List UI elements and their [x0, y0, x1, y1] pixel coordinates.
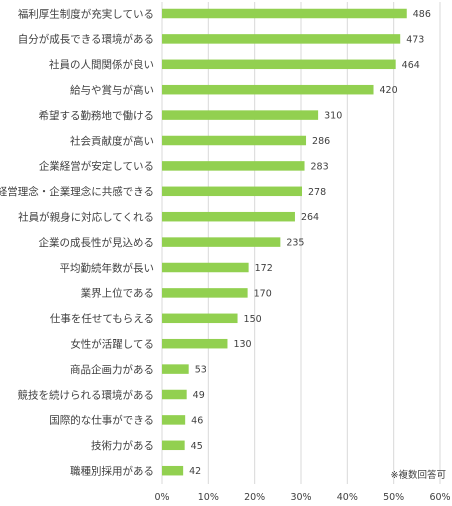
bar [162, 135, 307, 146]
category-label: 社員の人間関係が良い [49, 58, 154, 71]
bar [162, 313, 238, 324]
bars [162, 8, 407, 476]
category-label: 技術力がある [91, 439, 154, 452]
value-label: 42 [189, 466, 201, 477]
bar [162, 110, 319, 120]
value-label: 278 [308, 187, 326, 198]
value-label: 45 [191, 441, 203, 452]
category-label: 自分が成長できる環境がある [18, 33, 154, 46]
bar [162, 84, 374, 95]
value-label: 130 [233, 339, 251, 350]
bar [162, 415, 186, 425]
value-label: 150 [244, 314, 262, 325]
value-label: 172 [255, 263, 273, 274]
value-label: 235 [286, 238, 304, 249]
x-tick-label: 30% [290, 492, 311, 503]
labels: 0% 10% 20% 30% 40% 50% 60% 福利厚生制度が充実している 486 自分が成… [0, 7, 451, 503]
category-label: 希望する勤務地で働ける [39, 109, 155, 122]
category-label: 仕事を任せてもらえる [50, 312, 154, 325]
value-label: 286 [312, 136, 330, 147]
multiple-answer-note: ※複数回答可 [391, 469, 446, 481]
x-tick-label: 50% [383, 492, 404, 503]
bar [162, 440, 185, 451]
category-label: 企業経営が安定している [39, 160, 154, 173]
bar [162, 288, 248, 298]
bar [162, 211, 295, 222]
bar [162, 237, 281, 247]
value-label: 46 [191, 415, 203, 426]
category-label: 女性が活躍してる [70, 338, 154, 351]
category-label: 社会貢献度が高い [70, 134, 154, 147]
x-tick-label: 20% [244, 492, 265, 503]
category-label: 競技を続けられる環境がある [18, 388, 155, 401]
bar [162, 364, 189, 374]
bar [162, 186, 303, 197]
category-label: 平均勤続年数が長い [60, 261, 155, 274]
bar [162, 262, 249, 273]
value-label: 283 [311, 161, 329, 172]
category-label: 企業の成長性が見込める [39, 236, 155, 249]
bar [162, 465, 184, 476]
value-label: 473 [406, 34, 424, 45]
bar [162, 389, 187, 400]
x-tick-label: 40% [337, 492, 358, 503]
value-label: 170 [254, 288, 272, 299]
bar [162, 338, 228, 349]
x-tick-label: 60% [429, 492, 450, 503]
category-label: 経営理念・企業理念に共感できる [0, 185, 154, 198]
category-label: 職種別採用がある [70, 465, 154, 478]
bar [162, 59, 396, 70]
x-tick-label: 10% [198, 492, 219, 503]
category-label: 業界上位である [81, 287, 154, 300]
category-label: 社員が親身に対応してくれる [18, 211, 154, 224]
value-label: 420 [380, 85, 398, 96]
value-label: 49 [193, 390, 205, 401]
category-label: 国際的な仕事ができる [49, 414, 154, 427]
bar [162, 8, 407, 19]
value-label: 264 [301, 212, 319, 223]
value-label: 464 [402, 60, 420, 71]
bar [162, 34, 401, 44]
value-label: 486 [413, 9, 431, 20]
value-label: 53 [195, 365, 207, 376]
bar [162, 161, 305, 171]
value-label: 310 [324, 111, 342, 122]
x-tick-label: 0% [154, 492, 169, 503]
category-label: 福利厚生制度が充実している [18, 7, 154, 20]
category-label: 商品企画力がある [70, 363, 154, 376]
category-label: 給与や賞与が高い [70, 84, 154, 97]
